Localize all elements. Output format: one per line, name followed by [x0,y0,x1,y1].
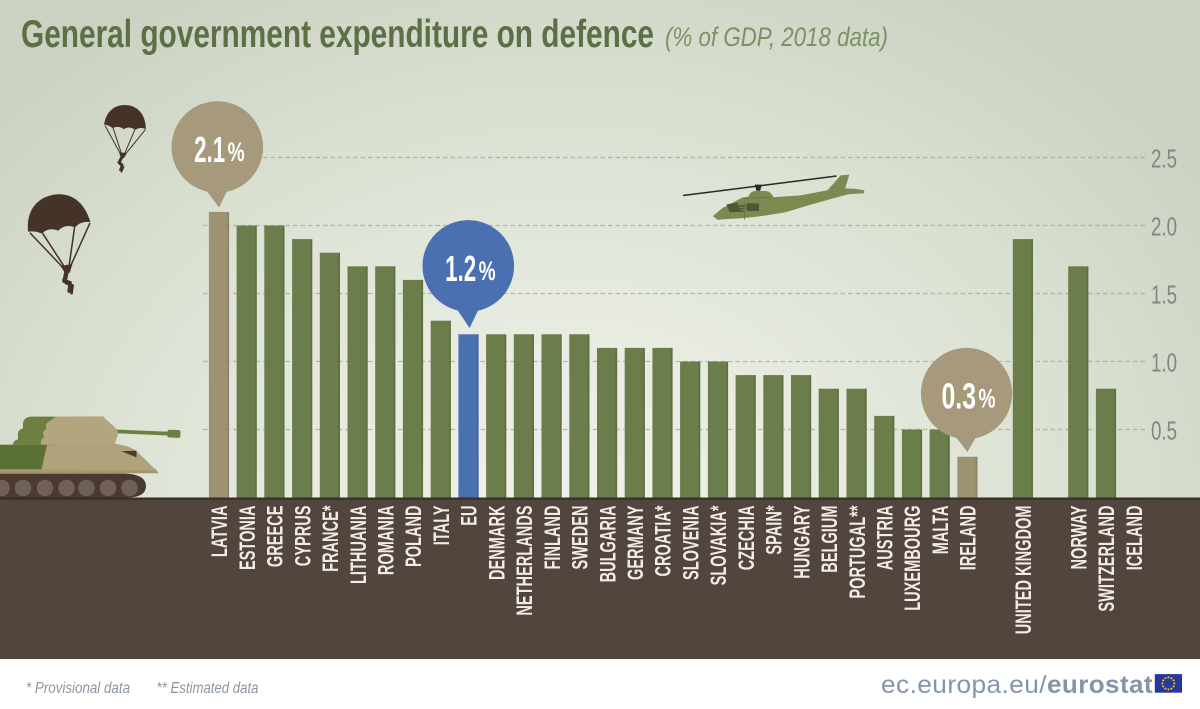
svg-text:CROATIA*: CROATIA* [651,505,676,576]
svg-text:ITALY: ITALY [429,506,454,546]
svg-text:AUSTRIA: AUSTRIA [873,506,898,571]
svg-text:2.5: 2.5 [1151,143,1177,173]
svg-text:SPAIN*: SPAIN* [762,505,787,554]
svg-text:2.0: 2.0 [1151,211,1177,241]
svg-text:ec.europa.eu/: ec.europa.eu/ [881,671,1047,699]
svg-text:NORWAY: NORWAY [1067,506,1092,570]
svg-text:2.1: 2.1 [194,129,225,170]
svg-text:GERMANY: GERMANY [623,506,648,581]
svg-text:** Estimated data: ** Estimated data [157,680,259,697]
svg-text:%: % [228,137,245,167]
svg-text:General government expenditure: General government expenditure on defenc… [21,13,654,56]
svg-text:ESTONIA: ESTONIA [235,506,260,571]
svg-text:0.5: 0.5 [1151,415,1177,445]
svg-text:1.2: 1.2 [445,248,476,289]
svg-text:SLOVENIA: SLOVENIA [678,506,703,581]
svg-text:LUXEMBOURG: LUXEMBOURG [900,506,925,611]
svg-text:1.5: 1.5 [1151,279,1177,309]
svg-text:CYPRUS: CYPRUS [290,506,315,567]
svg-text:BULGARIA: BULGARIA [595,506,620,583]
svg-text:%: % [479,256,496,286]
svg-text:UNITED KINGDOM: UNITED KINGDOM [1011,506,1036,635]
svg-text:%: % [979,384,996,414]
svg-text:CZECHIA: CZECHIA [734,506,759,571]
svg-text:0.3: 0.3 [942,376,977,417]
svg-text:LITHUANIA: LITHUANIA [346,506,371,585]
svg-text:BELGIUM: BELGIUM [817,506,842,573]
svg-text:LATVIA: LATVIA [207,506,232,558]
svg-text:DENMARK: DENMARK [484,505,509,580]
svg-text:NETHERLANDS: NETHERLANDS [512,506,537,616]
svg-text:HUNGARY: HUNGARY [789,506,814,579]
svg-text:PORTUGAL**: PORTUGAL** [845,505,870,598]
svg-text:ICELAND: ICELAND [1122,506,1147,571]
svg-text:1.0: 1.0 [1151,347,1177,377]
svg-text:* Provisional data: * Provisional data [26,680,130,697]
svg-text:IRELAND: IRELAND [956,506,981,571]
svg-text:eurostat: eurostat [1047,671,1153,699]
svg-text:MALTA: MALTA [928,506,953,555]
svg-text:POLAND: POLAND [401,506,426,568]
svg-text:SWITZERLAND: SWITZERLAND [1094,506,1119,612]
svg-text:EU: EU [457,506,482,526]
svg-text:FINLAND: FINLAND [540,506,565,570]
svg-text:SLOVAKIA*: SLOVAKIA* [706,505,731,585]
svg-text:FRANCE*: FRANCE* [318,505,343,572]
svg-text:ROMANIA: ROMANIA [374,506,399,576]
svg-text:SWEDEN: SWEDEN [568,506,593,570]
svg-text:(% of GDP, 2018 data): (% of GDP, 2018 data) [665,22,888,52]
svg-text:GREECE: GREECE [263,506,288,568]
